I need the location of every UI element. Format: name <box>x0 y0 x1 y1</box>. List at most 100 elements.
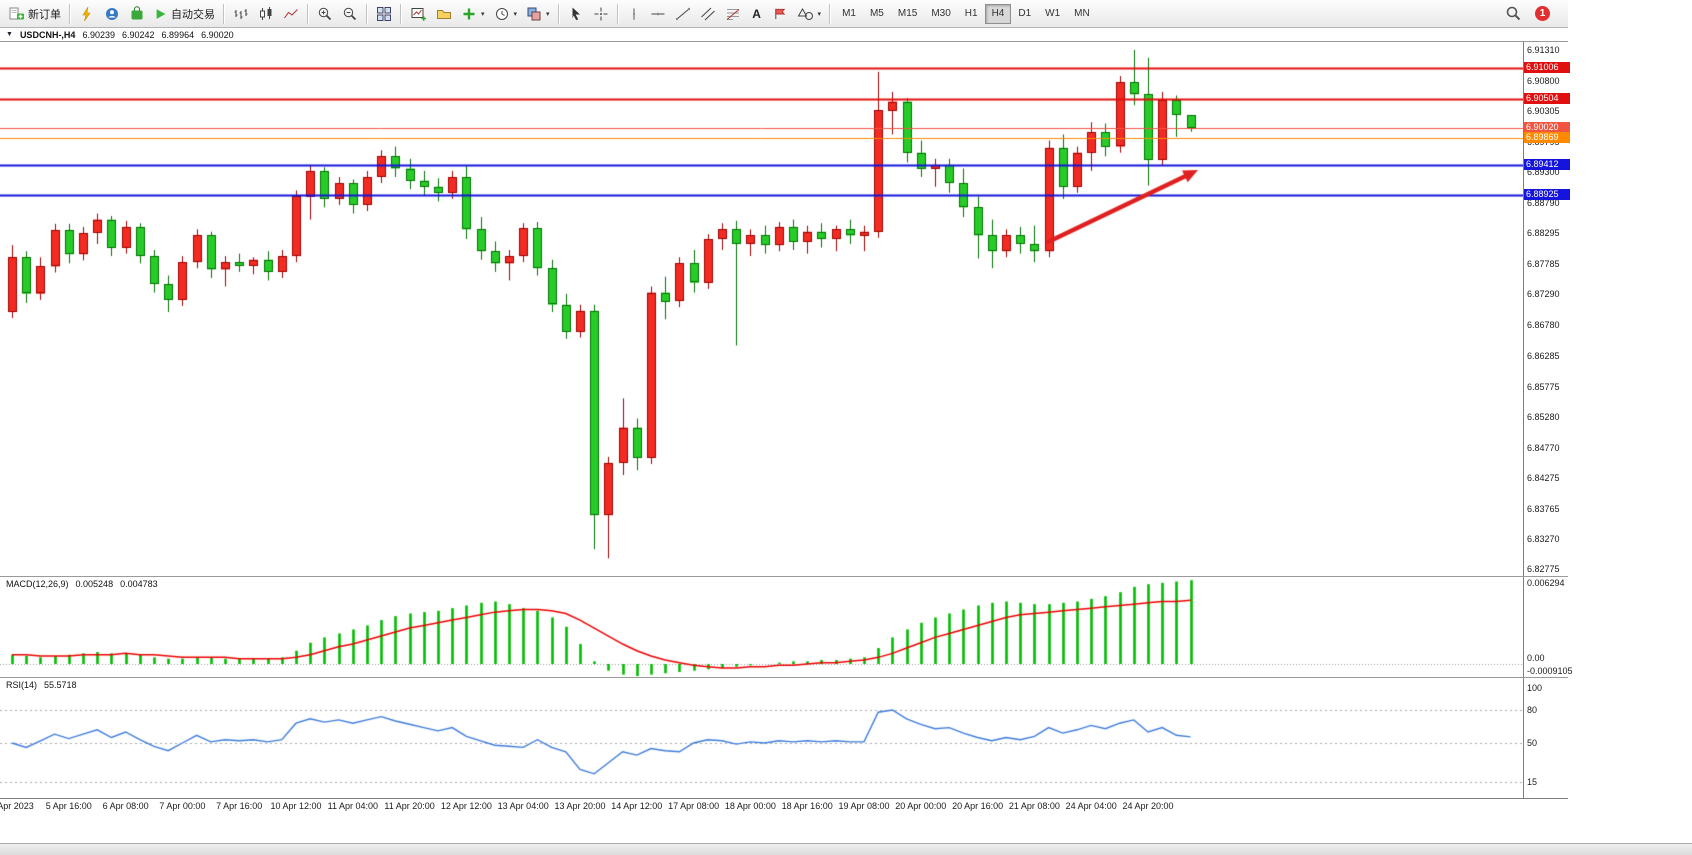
timeframe-h4[interactable]: H4 <box>984 3 1012 24</box>
timeframe-d1[interactable]: D1 <box>1011 4 1038 24</box>
community-icon <box>106 7 118 20</box>
chart-menu-icon[interactable]: ▼ <box>6 31 13 38</box>
charts-icon <box>411 7 426 21</box>
cursor-button[interactable] <box>564 3 588 25</box>
time-axis-label: 18 Apr 00:00 <box>724 801 776 811</box>
zoom-in-icon <box>318 7 332 20</box>
timeframe-m5[interactable]: M5 <box>863 4 891 24</box>
templates-icon <box>527 7 541 20</box>
macd-signal-value: 0.004783 <box>120 579 158 589</box>
community-button[interactable] <box>100 3 124 25</box>
tile-windows-button[interactable] <box>372 3 396 25</box>
trendline-button[interactable] <box>671 3 695 25</box>
pane-separator[interactable] <box>0 576 1568 577</box>
cursor-icon <box>572 7 580 20</box>
time-axis-label: 10 Apr 12:00 <box>270 801 322 811</box>
time-axis[interactable] <box>0 798 1568 817</box>
vertical-line-button[interactable] <box>623 3 645 25</box>
time-axis-label: 11 Apr 04:00 <box>327 801 378 811</box>
periods-button[interactable]: ▾ <box>490 3 522 25</box>
price-tag-6.89869: 6.89869 <box>1524 132 1570 143</box>
time-axis-label: 5 Apr 2023 <box>0 801 34 811</box>
price-axis[interactable] <box>1523 28 1569 798</box>
auto-trading-button[interactable]: 自动交易 <box>150 3 219 25</box>
price-tag-6.88925: 6.88925 <box>1524 189 1570 200</box>
timeframe-m1[interactable]: M1 <box>835 4 863 24</box>
price-axis-label: 6.84275 <box>1527 473 1560 483</box>
text-tool-button[interactable]: A <box>746 3 768 25</box>
line-chart-button[interactable] <box>279 3 303 25</box>
zoom-in-button[interactable] <box>313 3 337 25</box>
toolbar-separator <box>223 3 225 24</box>
shapes-icon <box>797 7 813 20</box>
profiles-button[interactable] <box>432 3 456 25</box>
timeframe-toolbar: M1 M5 M15 M30 H1 H4 D1 W1 MN <box>835 3 1097 24</box>
new-order-icon <box>9 7 24 19</box>
toolbar-separator <box>366 3 368 24</box>
fibonacci-button[interactable] <box>721 3 745 25</box>
timeframe-w1[interactable]: W1 <box>1038 4 1067 24</box>
rsi-canvas[interactable] <box>0 678 1523 798</box>
macd-axis-min: -0.0009105 <box>1527 666 1573 676</box>
timeframe-mn[interactable]: MN <box>1067 4 1097 24</box>
timeframe-h1[interactable]: H1 <box>958 4 985 24</box>
rsi-label: RSI(14) <box>6 680 38 690</box>
horizontal-line-button[interactable] <box>646 3 670 25</box>
search-icon <box>1506 6 1521 21</box>
profiles-icon <box>437 9 451 19</box>
chart-symbol-title: USDCNH-,H4 <box>19 29 76 40</box>
time-axis-label: 21 Apr 08:00 <box>1008 801 1060 811</box>
rsi-axis-label: 80 <box>1527 705 1538 715</box>
time-axis-label: 20 Apr 00:00 <box>895 801 947 811</box>
price-axis-label: 6.85280 <box>1527 412 1560 422</box>
time-axis-label: 7 Apr 16:00 <box>216 801 263 811</box>
price-axis-label: 6.86285 <box>1527 351 1560 361</box>
charts-button[interactable] <box>406 3 431 25</box>
search-button[interactable] <box>1501 3 1526 25</box>
price-axis-label: 6.88790 <box>1527 198 1560 208</box>
macd-axis-max: 0.006294 <box>1527 578 1565 588</box>
price-axis-label: 6.90800 <box>1527 76 1560 86</box>
price-axis-label: 6.83765 <box>1527 504 1560 514</box>
signals-button[interactable] <box>75 3 99 25</box>
time-axis-label: 12 Apr 12:00 <box>440 801 492 811</box>
toolbar-separator <box>69 3 71 24</box>
crosshair-button[interactable] <box>589 3 613 25</box>
timeframe-m15[interactable]: M15 <box>891 4 924 24</box>
quote-close: 6.90020 <box>201 29 234 40</box>
price-tag-6.90020: 6.90020 <box>1524 122 1570 133</box>
time-axis-label: 19 Apr 08:00 <box>838 801 890 811</box>
bar-chart-button[interactable] <box>229 3 253 25</box>
market-icon <box>131 5 143 19</box>
channel-button[interactable] <box>696 3 720 25</box>
time-axis-label: 17 Apr 08:00 <box>668 801 720 811</box>
label-tool-button[interactable] <box>769 3 792 25</box>
shapes-button[interactable]: ▾ <box>793 3 826 25</box>
macd-canvas[interactable] <box>0 577 1523 677</box>
fibonacci-icon <box>726 8 739 20</box>
channel-icon <box>700 7 715 20</box>
timeframe-m30[interactable]: M30 <box>924 4 957 24</box>
toolbar-right-group: 1 <box>1501 3 1564 25</box>
time-axis-label: 18 Apr 16:00 <box>781 801 833 811</box>
candlestick-chart-button[interactable] <box>254 3 278 25</box>
zoom-out-button[interactable] <box>338 3 362 25</box>
toolbar-separator <box>616 3 619 24</box>
new-order-button[interactable]: 新订单 <box>4 3 65 25</box>
indicators-button[interactable]: ▾ <box>457 3 489 25</box>
price-chart-canvas[interactable] <box>0 42 1523 576</box>
candlestick-icon <box>260 6 272 20</box>
market-button[interactable] <box>125 3 149 25</box>
templates-button[interactable]: ▾ <box>522 3 554 25</box>
status-bar <box>0 843 1692 855</box>
price-axis-label: 6.85775 <box>1527 382 1560 392</box>
bar-chart-icon <box>234 8 248 19</box>
dropdown-caret-icon: ▾ <box>481 10 485 18</box>
rsi-axis-label: 50 <box>1527 738 1538 748</box>
notification-badge[interactable]: 1 <box>1535 6 1550 21</box>
pane-separator[interactable] <box>0 677 1568 678</box>
indicators-icon <box>463 8 475 19</box>
time-axis-label: 24 Apr 20:00 <box>1122 801 1174 811</box>
dropdown-caret-icon: ▾ <box>513 10 518 18</box>
